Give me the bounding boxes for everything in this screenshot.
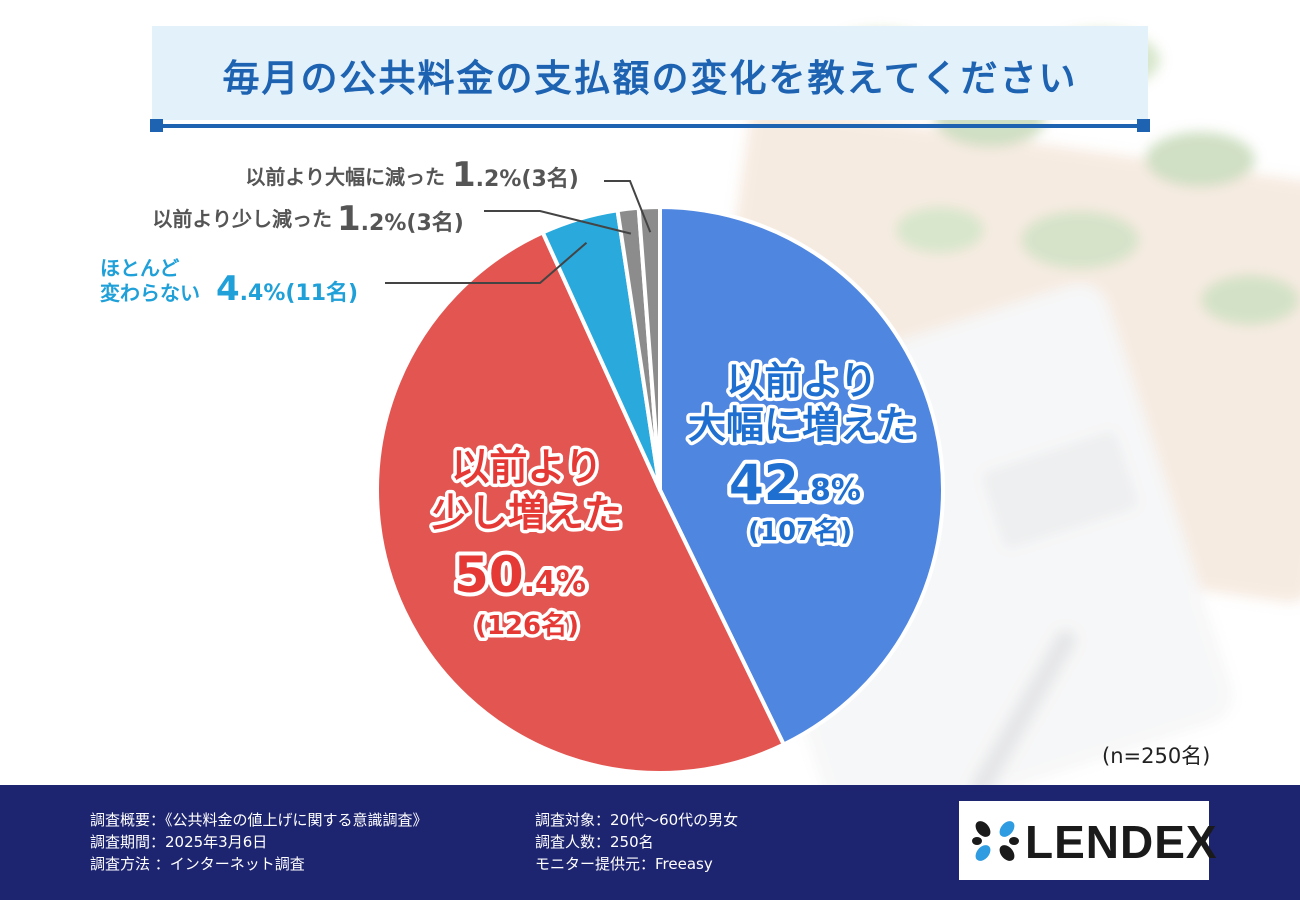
callout-2-label-line-1: ほとんど — [100, 256, 179, 280]
chart-title: 毎月の公共料金の支払額の変化を教えてください — [222, 57, 1078, 100]
lendex-logo: LENDEX — [959, 801, 1217, 880]
value-1-percent-whole: 50 — [454, 546, 524, 604]
callout-3-fraction: .2% — [361, 211, 407, 236]
callout-3-label: 以前より少し減った — [152, 207, 332, 231]
pie-slice-0 — [658, 205, 945, 747]
callout-4-fraction: .2% — [476, 167, 522, 192]
label-1-line-2: 少し増えた — [432, 491, 622, 535]
value-0-count: (107名) — [748, 516, 852, 547]
callout-4-count: (3名) — [521, 166, 578, 192]
survey-target: 調査対象：20代〜60代の男女 — [535, 811, 739, 829]
footer-left-column: 調査概要：《公共料金の値上げに関する意識調査》 調査期間：2025年3月6日 調… — [90, 809, 428, 875]
title-banner: 毎月の公共料金の支払額の変化を教えてください — [152, 26, 1148, 120]
survey-method: 調査方法 ：インターネット調査 — [90, 855, 305, 873]
callout-2-count: (11名) — [285, 280, 358, 306]
callout-2-fraction: .4% — [240, 281, 286, 306]
callout-4-whole: 1 — [452, 155, 476, 195]
value-1-percent-fraction: .4% — [524, 565, 586, 600]
pie-slice-1 — [375, 230, 786, 775]
pie-slice-4 — [636, 205, 662, 492]
callout-4-label: 以前より大幅に減った — [245, 165, 445, 189]
footer-right-column: 調査対象：20代〜60代の男女 調査人数：250名 モニター提供元：Freeas… — [535, 809, 738, 875]
value-0-percent-whole: 42 — [729, 454, 799, 512]
label-0-line-2: 大幅に増えた — [688, 403, 916, 447]
callout-2-label-line-2: 変わらない — [100, 281, 200, 305]
leader-line-4 — [604, 180, 652, 233]
logo-text: LENDEX — [1025, 816, 1218, 868]
value-0-percent: 42.8% — [729, 454, 861, 512]
title-underline-left-cap — [150, 119, 163, 132]
value-0-percent-fraction: .8% — [799, 473, 861, 508]
survey-period: 調査期間：2025年3月6日 — [90, 833, 268, 851]
sample-size-note: (n=250名) — [1102, 744, 1211, 768]
survey-overview: 調査概要：《公共料金の値上げに関する意識調査》 — [90, 811, 428, 829]
callout-3-value: 1.2%(3名) — [337, 199, 464, 239]
label-1-line-1: 以前より — [451, 445, 602, 489]
callout-4-value: 1.2%(3名) — [452, 155, 579, 195]
value-1-percent: 50.4% — [454, 546, 586, 604]
logo-mark-icon — [972, 821, 1019, 861]
value-1-count: (126名) — [475, 610, 579, 641]
pie-chart: 以前より大幅に増えた42.8%(107名)以前より少し増えた50.4%(126名… — [100, 155, 945, 775]
callout-3-count: (3名) — [406, 210, 463, 236]
leader-line-2 — [385, 241, 588, 284]
title-underline-right-cap — [1137, 119, 1150, 132]
survey-count: 調査人数：250名 — [535, 833, 654, 851]
callout-2-whole: 4 — [216, 269, 240, 309]
callout-3-whole: 1 — [337, 199, 361, 239]
leader-line-3 — [484, 210, 632, 235]
callout-2-value: 4.4%(11名) — [216, 269, 358, 309]
title-underline — [152, 124, 1148, 128]
label-0-line-1: 以前より — [726, 359, 877, 403]
survey-provider: モニター提供元：Freeasy — [535, 855, 713, 873]
